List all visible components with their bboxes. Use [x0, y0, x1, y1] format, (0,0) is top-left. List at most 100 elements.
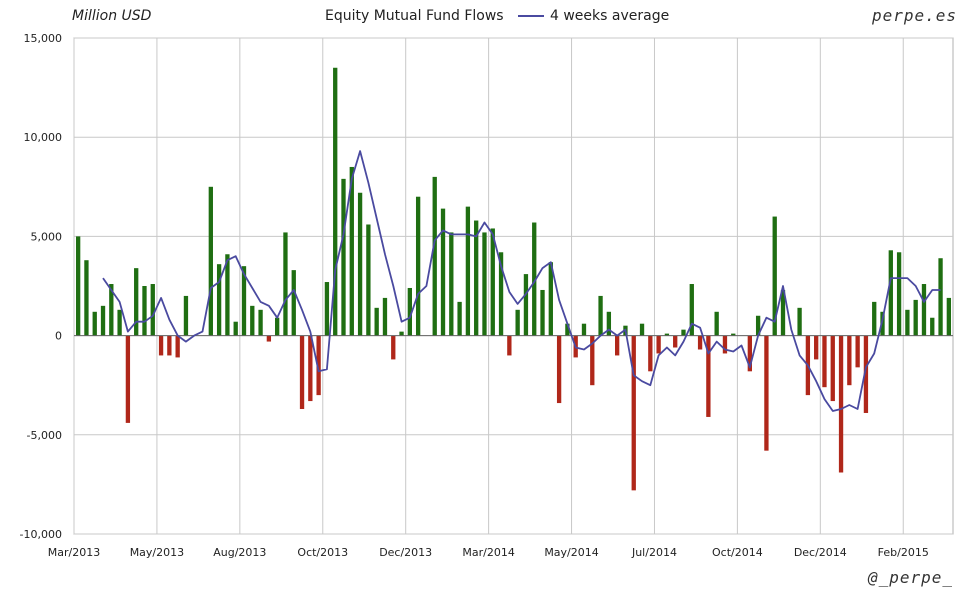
bar-inflow: [415, 196, 421, 336]
bar-inflow: [275, 317, 280, 336]
bar-inflow: [432, 176, 437, 336]
bar-inflow: [109, 284, 114, 336]
x-tick-label: Dec/2013: [379, 546, 432, 559]
bar-outflow: [175, 335, 180, 358]
bar-inflow: [681, 329, 686, 336]
bar-outflow: [706, 335, 711, 417]
bar-inflow: [382, 297, 388, 336]
y-tick-label: 15,000: [24, 32, 63, 45]
bar-inflow: [399, 331, 404, 336]
y-unit-label: Million USD: [72, 8, 152, 24]
bar-inflow: [515, 309, 520, 336]
bar-inflow: [946, 297, 952, 336]
bar-inflow: [324, 282, 330, 336]
bar-outflow: [847, 335, 852, 386]
bar-inflow: [75, 236, 81, 336]
bar-outflow: [590, 335, 595, 386]
bar-inflow: [731, 333, 736, 336]
bar-inflow: [548, 262, 553, 336]
bar-outflow: [673, 335, 678, 348]
y-tick-label: -10,000: [20, 528, 62, 541]
legend-line-swatch: [518, 15, 544, 17]
bar-inflow: [150, 284, 155, 336]
plot-frame: [73, 37, 954, 535]
bar-inflow: [134, 268, 139, 336]
bar-inflow: [664, 333, 670, 336]
bar-inflow: [905, 309, 910, 336]
bar-outflow: [631, 335, 636, 491]
x-tick-label: May/2013: [130, 546, 184, 559]
bar-inflow: [341, 178, 346, 336]
bar-outflow: [556, 335, 562, 404]
bar-inflow: [333, 67, 338, 336]
bar-inflow: [84, 260, 89, 336]
bar-outflow: [722, 335, 728, 354]
bar-inflow: [225, 254, 230, 336]
bar-inflow: [449, 232, 454, 336]
bar-inflow: [283, 232, 288, 336]
bar-inflow: [258, 309, 263, 336]
bar-inflow: [498, 252, 504, 336]
x-tick-label: Dec/2014: [794, 546, 847, 559]
bar-inflow: [714, 311, 719, 336]
bar-inflow: [872, 301, 877, 336]
bar-inflow: [938, 258, 943, 336]
bar-inflow: [291, 270, 296, 336]
bar-inflow: [100, 305, 106, 336]
y-tick-label: -5,000: [27, 429, 62, 442]
x-tick-label: Jul/2014: [631, 546, 677, 559]
bar-inflow: [896, 252, 902, 336]
x-tick-label: Oct/2014: [712, 546, 763, 559]
bar-outflow: [308, 335, 313, 402]
bar-inflow: [208, 186, 213, 336]
bar-inflow: [117, 309, 122, 336]
bar-inflow: [888, 250, 893, 336]
x-tick-label: Oct/2013: [297, 546, 348, 559]
chart-legend: 4 weeks average: [518, 8, 669, 24]
bar-inflow: [797, 307, 802, 336]
bar-outflow: [507, 335, 512, 356]
bar-outflow: [614, 335, 620, 356]
bar-inflow: [639, 323, 645, 336]
bar-inflow: [241, 266, 247, 336]
bar-inflow: [250, 305, 255, 336]
chart-title: Equity Mutual Fund Flows: [325, 8, 504, 24]
bar-outflow: [838, 335, 844, 473]
bar-inflow: [216, 264, 222, 336]
bar-inflow: [407, 287, 413, 336]
bar-outflow: [863, 335, 869, 413]
bar-inflow: [913, 299, 918, 336]
x-tick-label: Aug/2013: [213, 546, 266, 559]
bar-outflow: [316, 335, 321, 396]
bar-inflow: [921, 284, 927, 336]
bar-inflow: [523, 274, 529, 336]
bar-outflow: [822, 335, 827, 388]
bar-inflow: [233, 321, 238, 336]
bar-inflow: [490, 228, 495, 336]
bar-inflow: [581, 323, 587, 336]
bar-inflow: [142, 286, 147, 336]
bar-outflow: [814, 335, 819, 360]
average-line: [102, 150, 941, 412]
bar-inflow: [772, 216, 777, 336]
bar-inflow: [482, 232, 487, 336]
bar-inflow: [465, 206, 471, 336]
bar-outflow: [656, 335, 661, 354]
bar-inflow: [457, 301, 462, 336]
bar-outflow: [299, 335, 305, 410]
y-tick-label: 5,000: [31, 230, 63, 243]
bar-inflow: [349, 166, 354, 336]
bar-inflow: [565, 323, 570, 336]
bar-inflow: [374, 307, 379, 336]
bar-outflow: [391, 335, 396, 360]
y-tick-label: 10,000: [24, 131, 63, 144]
bar-inflow: [532, 222, 537, 336]
x-tick-label: Mar/2013: [48, 546, 100, 559]
bar-inflow: [366, 224, 371, 336]
bar-outflow: [266, 335, 272, 342]
bar-inflow: [440, 208, 446, 336]
bar-inflow: [357, 192, 363, 336]
legend-label: 4 weeks average: [550, 8, 670, 24]
